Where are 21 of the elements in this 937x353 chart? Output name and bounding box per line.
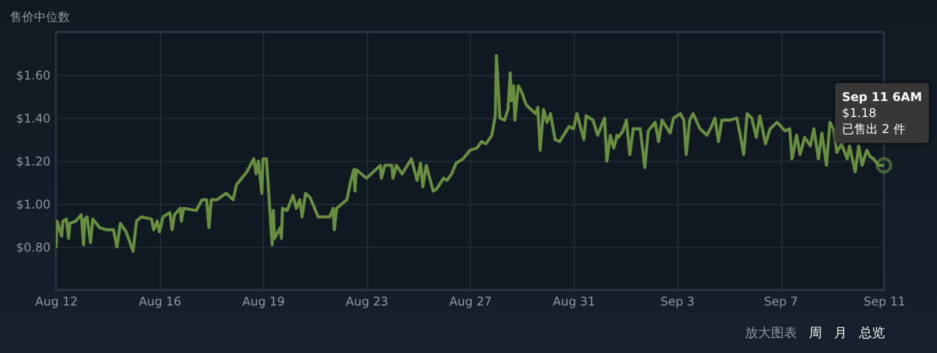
x-tick-label: Aug 27 xyxy=(449,294,492,308)
y-tick-label: $1.40 xyxy=(16,112,50,126)
y-tick-label: $1.60 xyxy=(16,68,50,82)
text: 放大图表 xyxy=(745,326,797,341)
x-tick-label: Sep 11 xyxy=(864,294,906,308)
x-tick-label: Aug 31 xyxy=(552,294,596,308)
text: 总览 xyxy=(859,326,885,341)
annotation: Sep 11 6AM $1.18 已售出 2 件 xyxy=(842,89,922,138)
x-tick-label: Aug 12 xyxy=(35,294,78,308)
x-tick-label: Sep 7 xyxy=(764,294,798,308)
y-tick-label: $1.20 xyxy=(16,154,50,168)
y-tick-label: $0.80 xyxy=(16,240,50,254)
x-tick-label: Aug 19 xyxy=(242,294,285,308)
text: 月 xyxy=(834,326,847,341)
text: 周 xyxy=(809,326,822,341)
x-tick-label: Sep 3 xyxy=(660,294,695,308)
chart-title: 售价中位数 xyxy=(10,9,70,26)
tooltip: Sep 11 6AM $1.18 已售出 2 件 xyxy=(835,83,930,144)
y-tick-label: $1.00 xyxy=(16,198,50,212)
x-tick-label: Aug 23 xyxy=(346,294,388,308)
x-tick-label: Aug 16 xyxy=(138,294,182,308)
